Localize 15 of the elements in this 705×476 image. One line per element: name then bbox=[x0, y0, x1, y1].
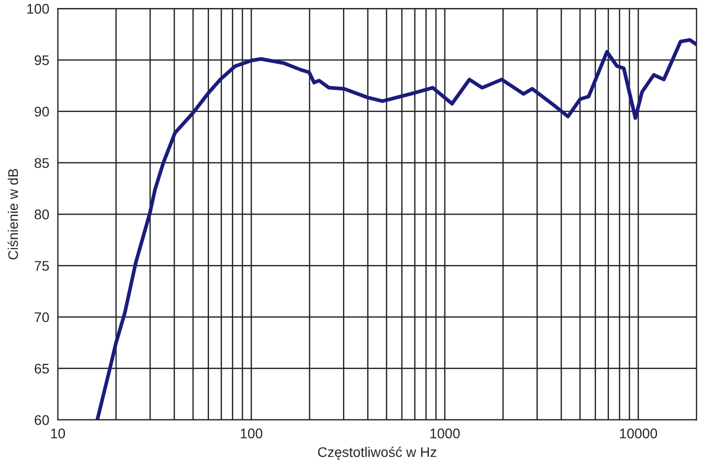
x-tick-label: 100 bbox=[240, 428, 262, 438]
y-tick-label: 100 bbox=[27, 4, 49, 14]
x-axis-title: Częstotliwość w Hz bbox=[318, 446, 436, 460]
y-tick-label: 65 bbox=[34, 364, 49, 374]
y-tick-label: 90 bbox=[34, 106, 49, 117]
y-tick-label: 70 bbox=[34, 312, 49, 322]
y-tick-label: 80 bbox=[34, 210, 49, 220]
y-tick-label: 60 bbox=[34, 415, 49, 425]
y-tick-label: 95 bbox=[34, 55, 49, 66]
y-tick-label: 85 bbox=[34, 158, 49, 168]
y-axis-title: Ciśnienie w dB bbox=[8, 169, 18, 260]
x-tick-label: 10000 bbox=[620, 428, 658, 438]
y-tick-label: 75 bbox=[34, 261, 49, 271]
x-tick-label: 1000 bbox=[430, 428, 460, 438]
x-tick-label: 10 bbox=[51, 428, 65, 438]
